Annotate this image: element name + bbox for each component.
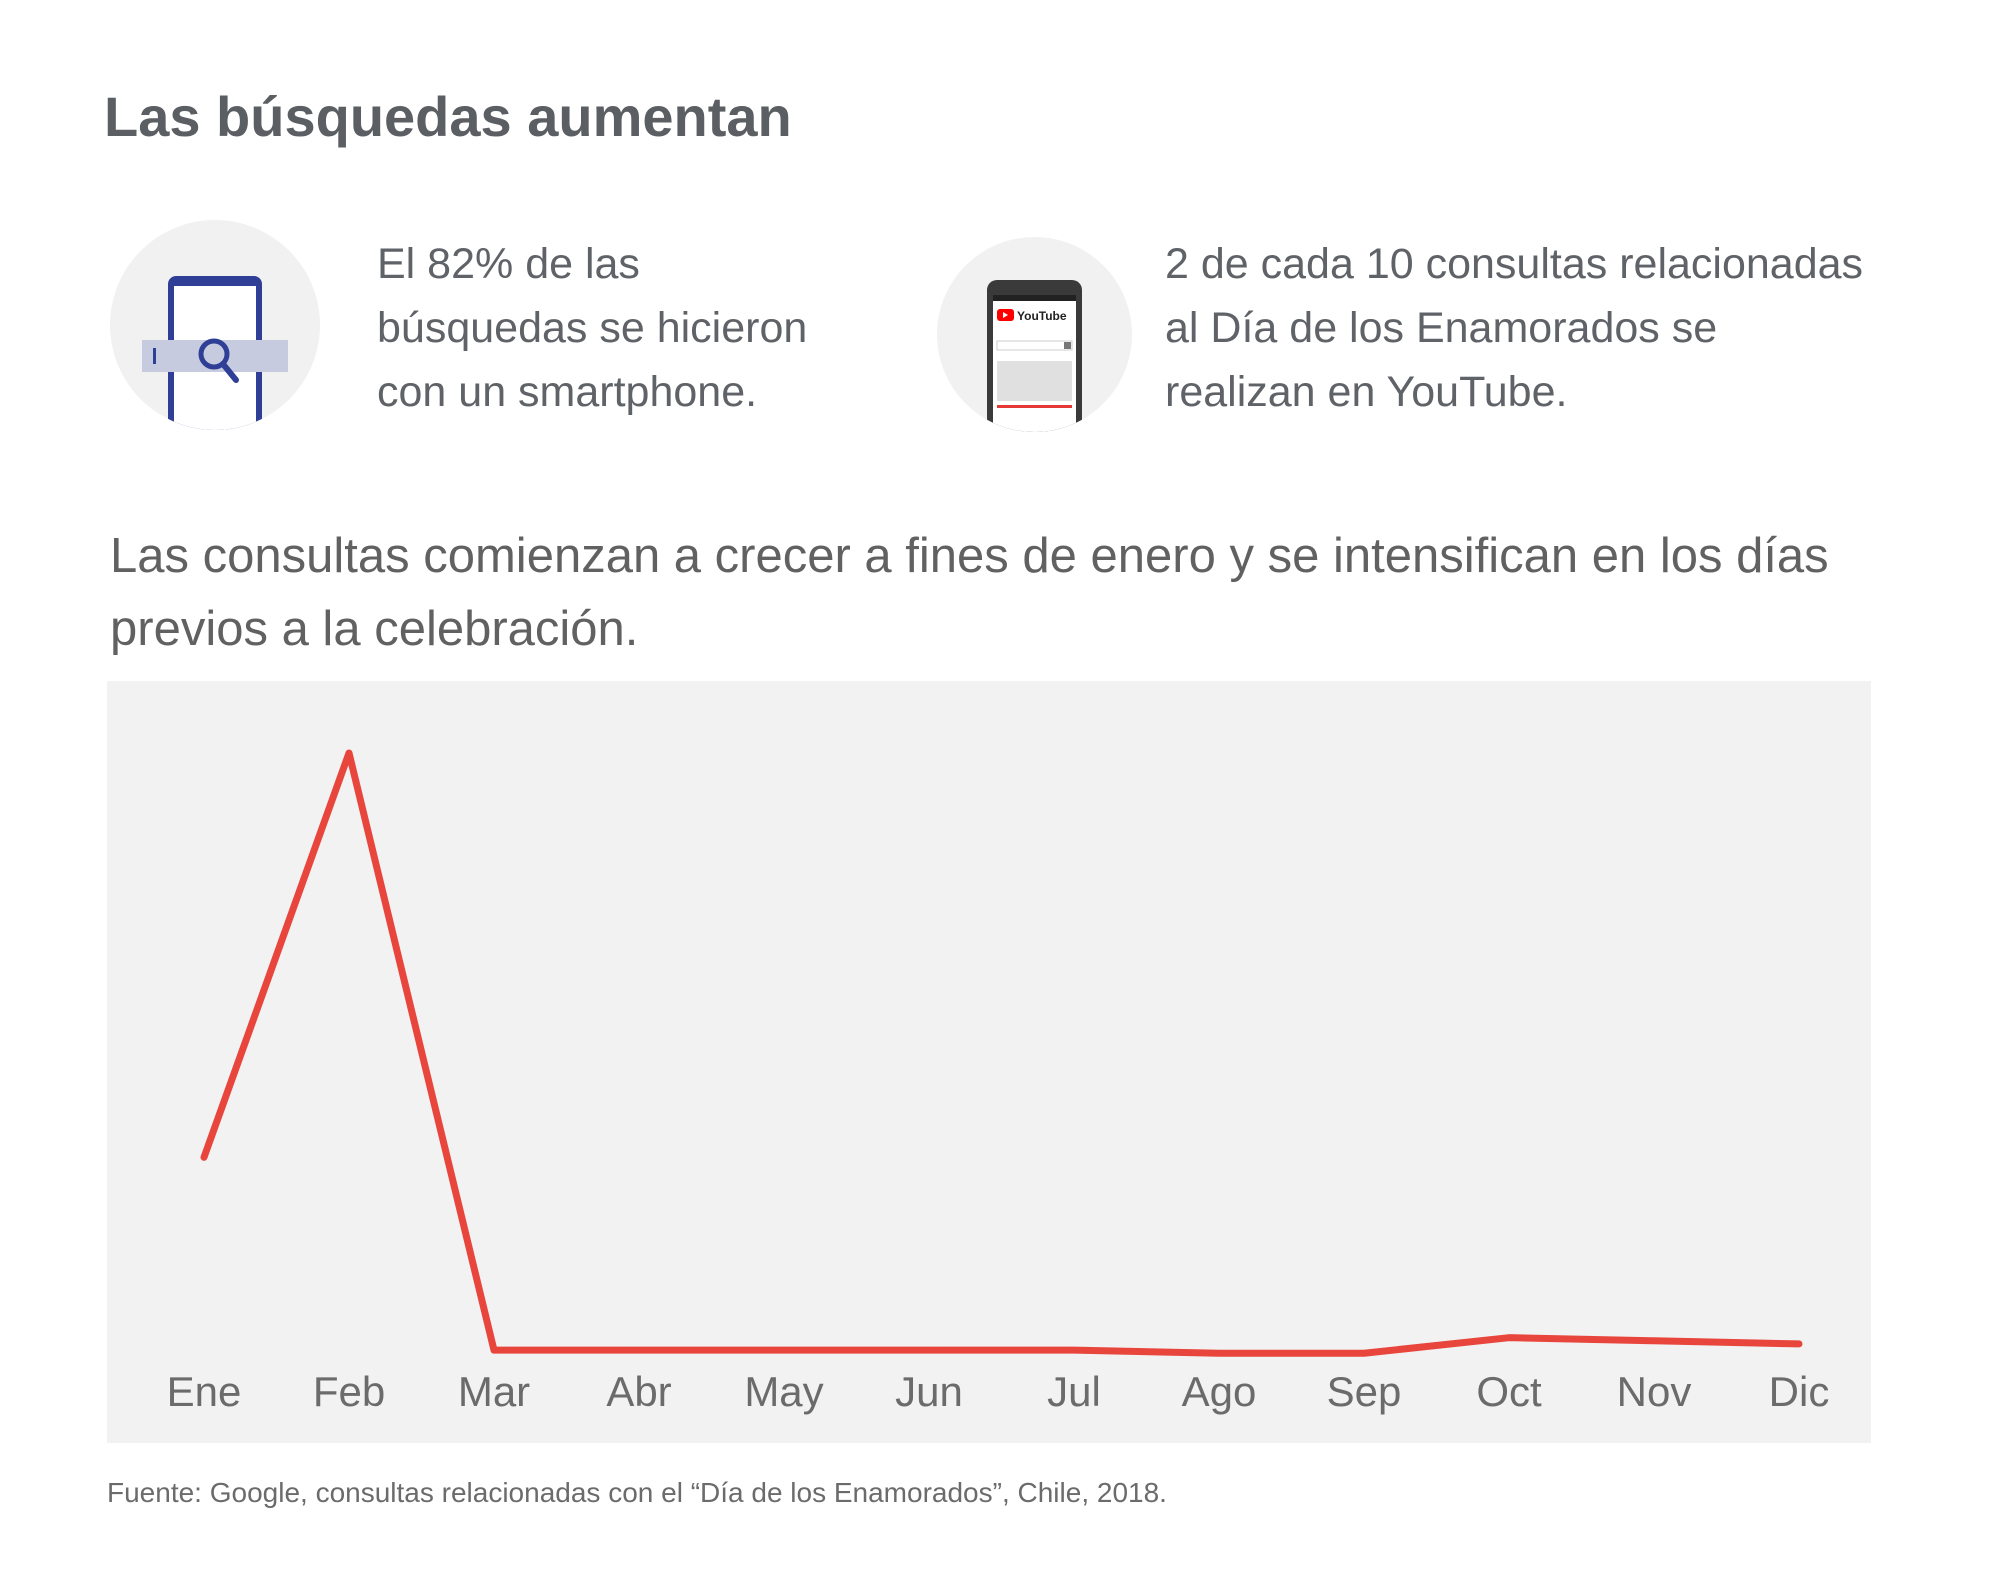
- data-point-jun: [926, 1347, 932, 1354]
- x-tick-label: Jul: [1047, 1368, 1101, 1415]
- source-note: Fuente: Google, consultas relacionadas c…: [107, 1477, 1167, 1508]
- x-tick-label: Mar: [458, 1368, 530, 1415]
- smartphone-search-icon: [110, 220, 320, 430]
- stat-line: con un smartphone.: [377, 368, 758, 416]
- data-point-oct: [1506, 1334, 1512, 1341]
- page-title: Las búsquedas aumentan: [104, 85, 792, 148]
- youtube-logo-text: YouTube: [1017, 309, 1067, 323]
- data-point-mar: [491, 1347, 497, 1354]
- series-line: [200, 749, 1803, 1357]
- data-point-may: [781, 1347, 787, 1354]
- x-tick-label: Jun: [895, 1368, 963, 1415]
- data-point-sep: [1361, 1350, 1367, 1357]
- line-chart-svg: Ene Feb Mar Abr May Jun Jul Ago Sep Oct Nov Dic: [167, 749, 1830, 1415]
- stat-line: al Día de los Enamorados se: [1165, 304, 1718, 352]
- data-point-nov: [1651, 1337, 1657, 1344]
- x-tick-label: Feb: [313, 1368, 385, 1415]
- data-point-ene: [201, 1154, 207, 1161]
- subtitle-line: Las consultas comienzan a crecer a fines…: [110, 529, 1829, 583]
- data-point-feb: [346, 750, 352, 756]
- stat-smartphone-text: El 82% de las búsquedas se hicieron con …: [377, 232, 807, 424]
- x-tick-label: Ago: [1182, 1368, 1257, 1415]
- data-point-dic: [1796, 1340, 1802, 1347]
- stat-line: 2 de cada 10 consultas relacionadas: [1165, 240, 1864, 288]
- x-tick-label: May: [744, 1368, 823, 1415]
- data-point-jul: [1071, 1347, 1077, 1354]
- stat-line: El 82% de las: [377, 240, 640, 288]
- stat-line: realizan en YouTube.: [1165, 368, 1568, 416]
- data-point-ago: [1216, 1350, 1222, 1357]
- stat-line: búsquedas se hicieron: [377, 304, 808, 352]
- chart-subtitle: Las consultas comienzan a crecer a fines…: [110, 520, 1910, 666]
- stat-youtube-text: 2 de cada 10 consultas relacionadas al D…: [1165, 232, 1863, 424]
- x-tick-label: Ene: [167, 1368, 242, 1415]
- data-point-abr: [636, 1347, 642, 1354]
- youtube-phone-icon: YouTube: [937, 237, 1132, 432]
- line-chart: Ene Feb Mar Abr May Jun Jul Ago Sep Oct Nov Dic: [107, 681, 1871, 1443]
- x-tick-label: Sep: [1327, 1368, 1402, 1415]
- x-tick-label: Nov: [1617, 1368, 1692, 1415]
- subtitle-line: previos a la celebración.: [110, 602, 639, 656]
- x-tick-label: Dic: [1769, 1368, 1830, 1415]
- x-tick-label: Abr: [606, 1368, 671, 1415]
- x-tick-label: Oct: [1476, 1368, 1542, 1415]
